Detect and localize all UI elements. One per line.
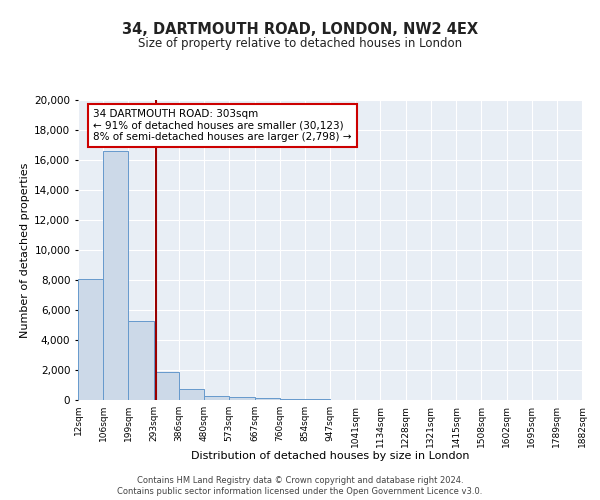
Bar [103,151,128,400]
Bar [229,397,254,400]
Bar [78,278,103,400]
Bar [154,372,179,400]
X-axis label: Distribution of detached houses by size in London: Distribution of detached houses by size … [191,451,469,461]
Y-axis label: Number of detached properties: Number of detached properties [20,162,30,338]
Text: Contains public sector information licensed under the Open Government Licence v3: Contains public sector information licen… [118,488,482,496]
Text: 34 DARTMOUTH ROAD: 303sqm
← 91% of detached houses are smaller (30,123)
8% of se: 34 DARTMOUTH ROAD: 303sqm ← 91% of detac… [93,109,352,142]
Bar [280,398,305,400]
Bar [254,398,280,400]
Bar [204,396,229,400]
Text: Size of property relative to detached houses in London: Size of property relative to detached ho… [138,38,462,51]
Bar [305,398,330,400]
Bar [179,389,204,400]
Text: 34, DARTMOUTH ROAD, LONDON, NW2 4EX: 34, DARTMOUTH ROAD, LONDON, NW2 4EX [122,22,478,38]
Bar [128,320,154,400]
Text: Contains HM Land Registry data © Crown copyright and database right 2024.: Contains HM Land Registry data © Crown c… [137,476,463,485]
